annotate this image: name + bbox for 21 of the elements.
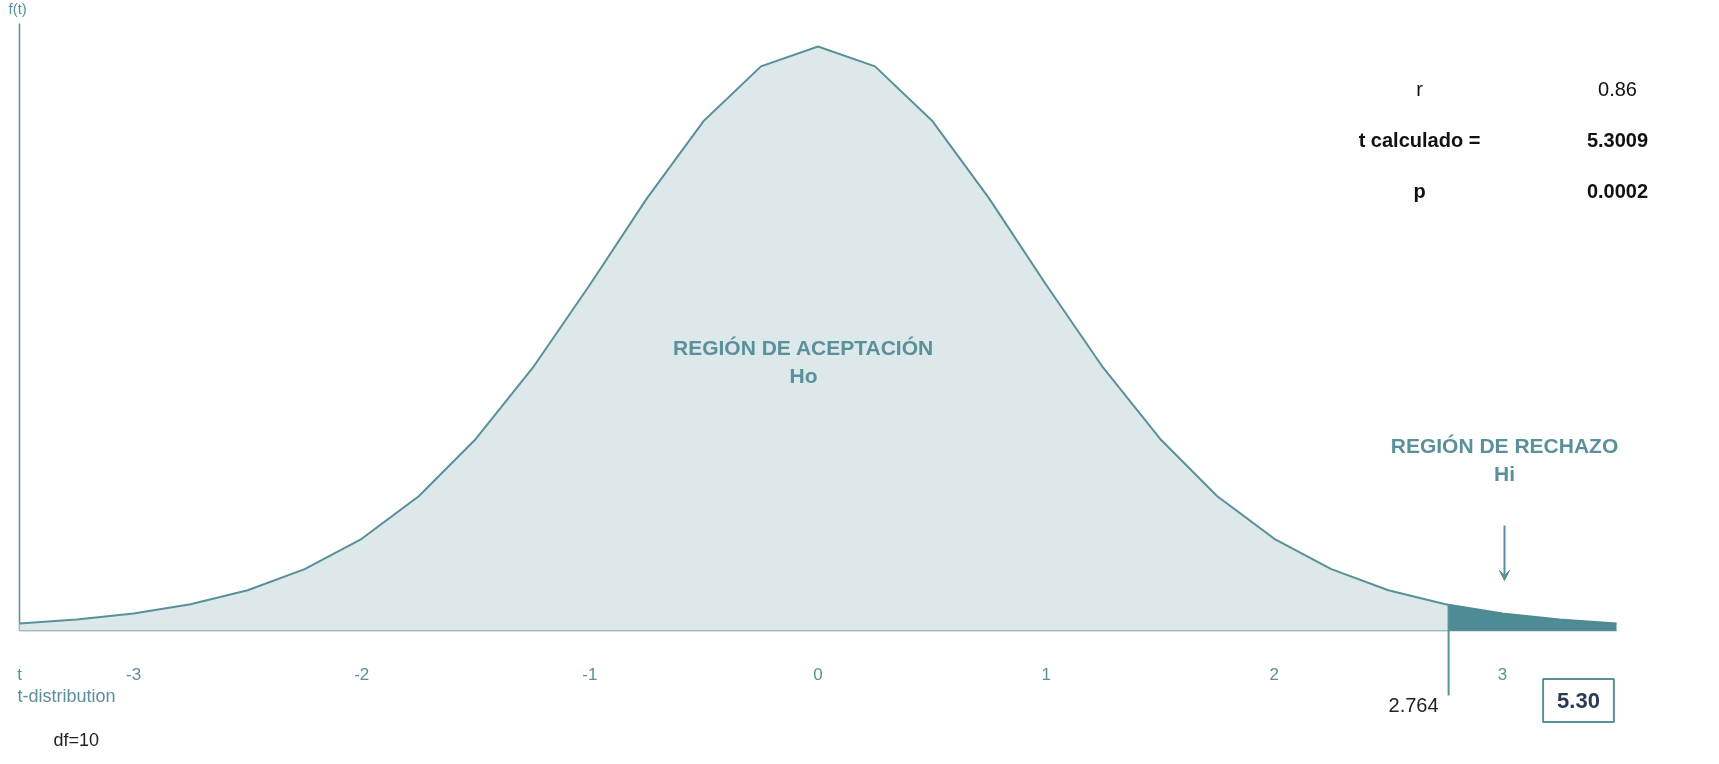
annotation: 0.86 bbox=[1598, 77, 1637, 100]
y-axis-title: f(t) bbox=[8, 0, 27, 17]
text: t-distribution bbox=[17, 685, 116, 706]
x-tick-label: 0 bbox=[813, 664, 823, 684]
x-tick-label: -3 bbox=[126, 664, 142, 684]
text: 5.30 bbox=[1557, 688, 1600, 713]
x-tick-label: t bbox=[17, 664, 23, 684]
annotation: REGIÓN DE RECHAZO Hi bbox=[1390, 434, 1619, 485]
x-tick-label: 3 bbox=[1497, 664, 1508, 684]
text: df=10 bbox=[53, 729, 100, 750]
annotation: t calculado = bbox=[1358, 128, 1481, 151]
annotation: r bbox=[1416, 77, 1424, 100]
annotation: p bbox=[1413, 179, 1426, 202]
x-tick-label: 1 bbox=[1041, 664, 1051, 684]
annotation: 0.0002 bbox=[1586, 179, 1649, 202]
annotation: REGIÓN DE ACEPTACIÓN Ho bbox=[673, 336, 934, 387]
x-tick-label: -1 bbox=[582, 664, 598, 684]
x-tick-label: -2 bbox=[354, 664, 370, 684]
annotation: 5.3009 bbox=[1586, 128, 1649, 151]
x-tick-label: 2 bbox=[1269, 664, 1280, 684]
ref-line-label: 2.764 bbox=[1388, 693, 1439, 716]
